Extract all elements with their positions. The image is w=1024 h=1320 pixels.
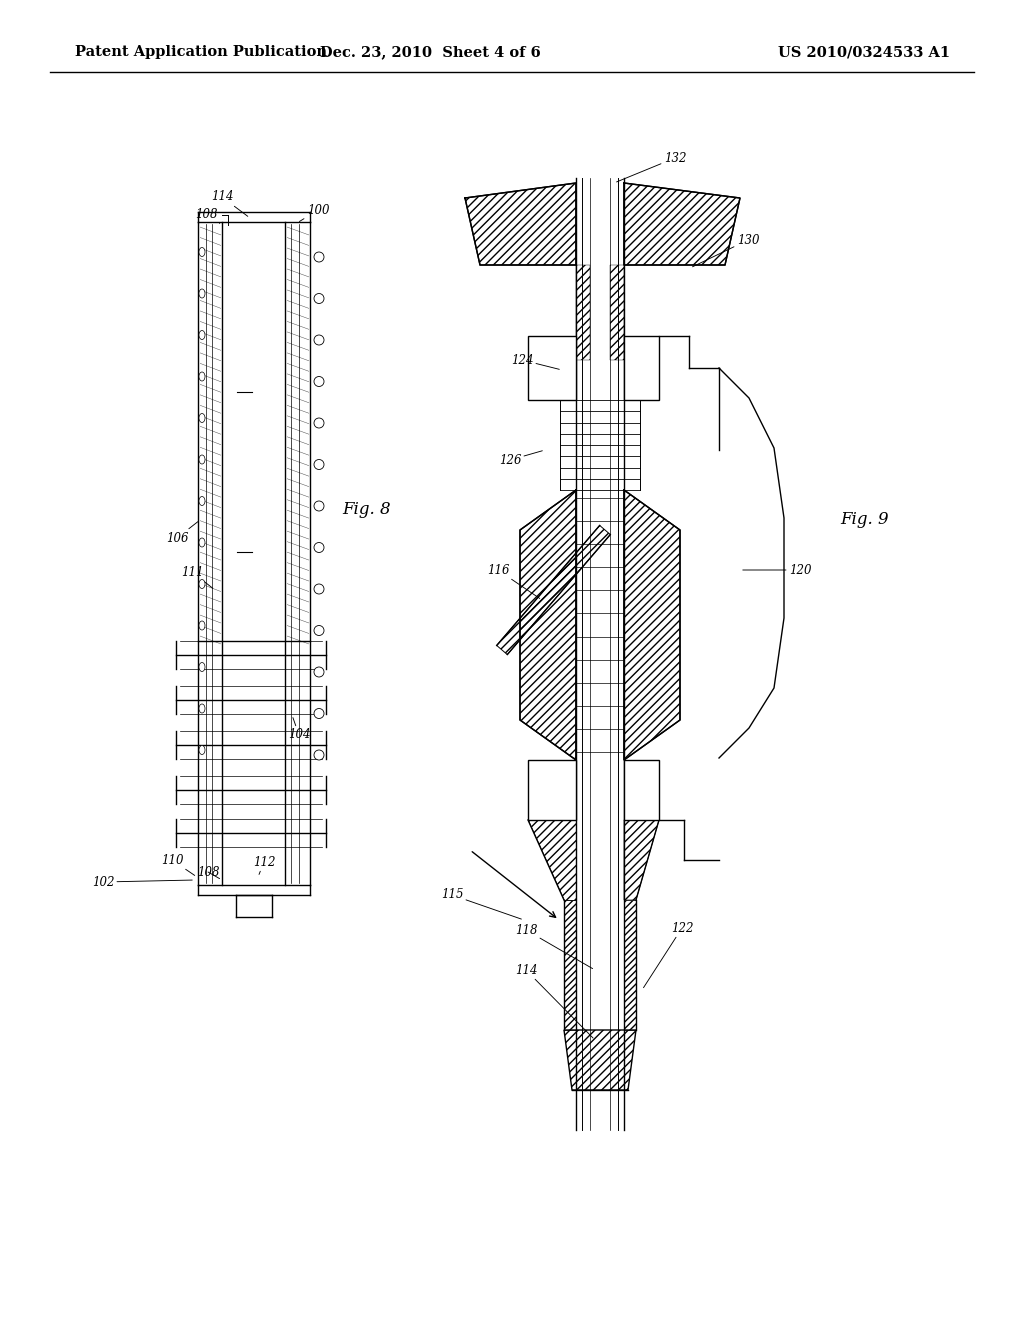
Text: 124: 124 xyxy=(511,354,559,370)
Text: 111: 111 xyxy=(181,565,213,589)
Text: 130: 130 xyxy=(692,234,759,267)
Circle shape xyxy=(314,418,324,428)
Text: 118: 118 xyxy=(515,924,593,969)
Ellipse shape xyxy=(199,620,205,630)
Circle shape xyxy=(314,459,324,470)
Text: 106: 106 xyxy=(166,521,198,544)
Text: 108: 108 xyxy=(195,207,220,223)
Text: 100: 100 xyxy=(299,203,330,222)
Text: 112: 112 xyxy=(253,855,275,874)
Bar xyxy=(528,337,575,400)
Ellipse shape xyxy=(199,579,205,589)
Ellipse shape xyxy=(199,413,205,422)
Ellipse shape xyxy=(199,663,205,672)
Bar xyxy=(624,900,636,1030)
Bar xyxy=(624,760,659,820)
Ellipse shape xyxy=(199,455,205,465)
Bar xyxy=(610,265,624,360)
Text: Patent Application Publication: Patent Application Publication xyxy=(75,45,327,59)
Bar xyxy=(528,760,575,820)
Text: 115: 115 xyxy=(440,888,521,919)
Text: 126: 126 xyxy=(499,450,543,466)
Text: 114: 114 xyxy=(515,964,593,1038)
Text: 132: 132 xyxy=(616,152,686,182)
Text: 102: 102 xyxy=(92,875,193,888)
Text: 110: 110 xyxy=(161,854,195,875)
Circle shape xyxy=(314,335,324,345)
Bar xyxy=(564,900,575,1030)
Text: Fig. 9: Fig. 9 xyxy=(840,511,889,528)
Text: Fig. 8: Fig. 8 xyxy=(342,502,390,519)
Circle shape xyxy=(314,750,324,760)
Text: 114: 114 xyxy=(211,190,248,216)
Ellipse shape xyxy=(199,704,205,713)
Text: 122: 122 xyxy=(643,921,693,987)
Text: 108: 108 xyxy=(197,866,219,879)
Circle shape xyxy=(314,543,324,553)
Circle shape xyxy=(314,376,324,387)
Text: 104: 104 xyxy=(288,718,310,742)
Ellipse shape xyxy=(199,496,205,506)
Circle shape xyxy=(314,583,324,594)
Ellipse shape xyxy=(199,746,205,755)
Circle shape xyxy=(314,709,324,718)
Circle shape xyxy=(314,502,324,511)
Circle shape xyxy=(314,293,324,304)
Ellipse shape xyxy=(199,289,205,298)
Circle shape xyxy=(314,252,324,261)
Circle shape xyxy=(314,667,324,677)
Text: 116: 116 xyxy=(486,564,540,598)
Ellipse shape xyxy=(199,372,205,381)
Text: Dec. 23, 2010  Sheet 4 of 6: Dec. 23, 2010 Sheet 4 of 6 xyxy=(319,45,541,59)
Bar xyxy=(575,265,590,360)
Ellipse shape xyxy=(199,330,205,339)
Bar xyxy=(624,337,659,400)
Text: 120: 120 xyxy=(742,564,811,577)
Circle shape xyxy=(314,626,324,635)
Ellipse shape xyxy=(199,248,205,256)
Ellipse shape xyxy=(199,539,205,546)
Text: US 2010/0324533 A1: US 2010/0324533 A1 xyxy=(778,45,950,59)
